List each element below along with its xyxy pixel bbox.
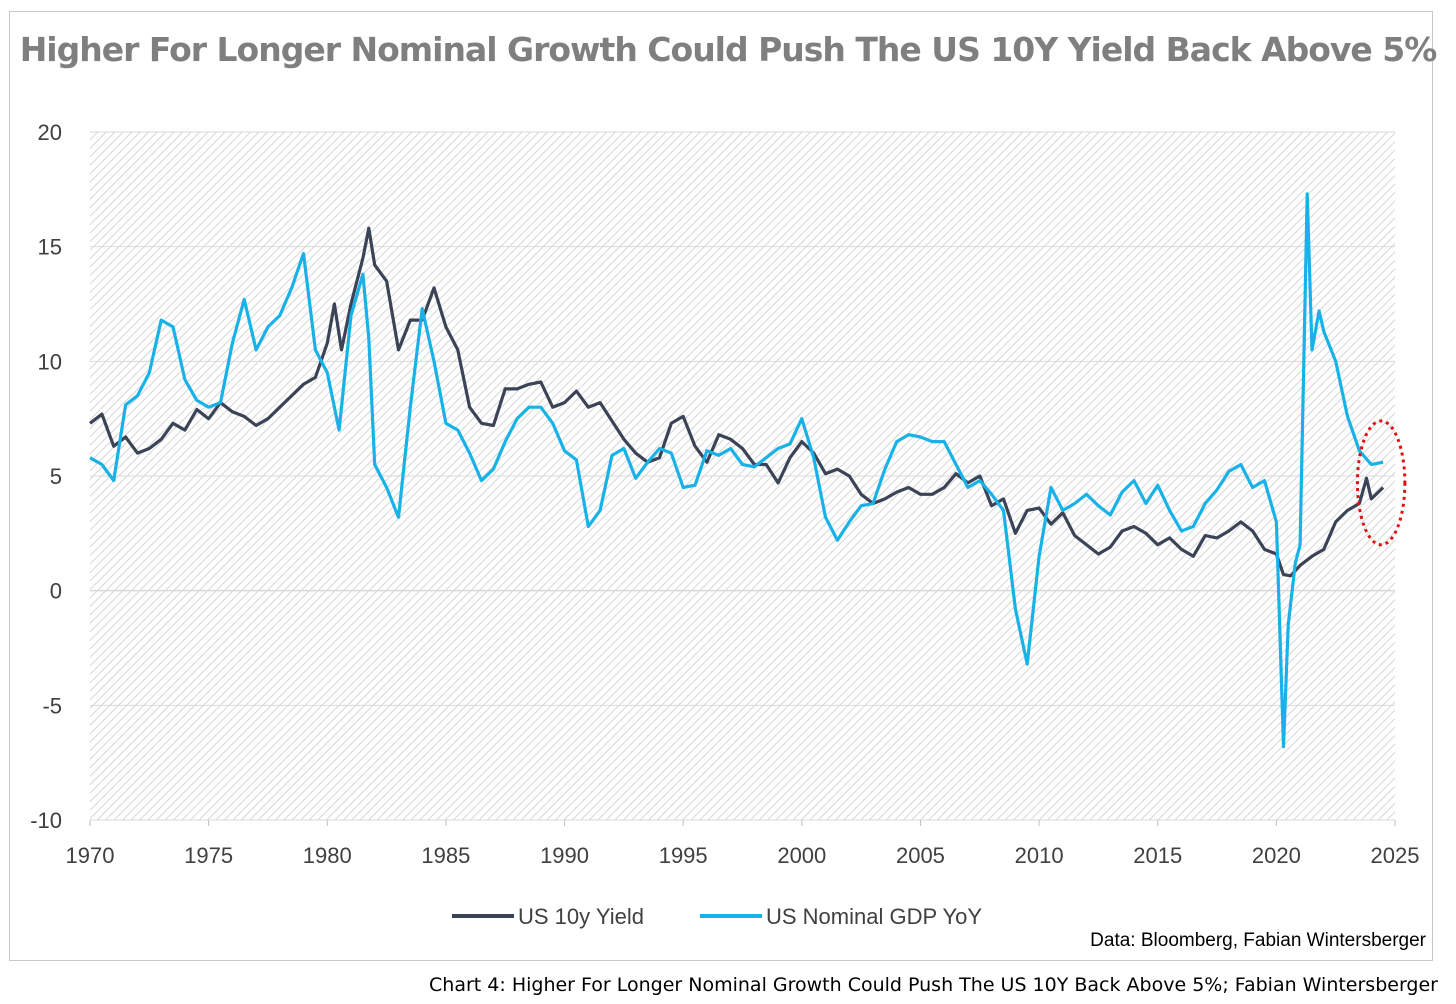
legend-label-gdp: US Nominal GDP YoY [766, 904, 982, 929]
x-tick-label: 2000 [777, 843, 826, 868]
y-tick-label: 0 [50, 579, 62, 604]
y-tick-label: -10 [30, 808, 62, 833]
x-axis: 1970 1975 1980 1985 1990 1995 2000 2005 2010 2015… [66, 820, 1420, 868]
x-tick-label: 1970 [66, 843, 115, 868]
y-tick-label: 15 [38, 235, 62, 260]
series-line-us-10y-yield [89, 226, 1385, 578]
x-tick-label: 2005 [896, 843, 945, 868]
x-tick-label: 1995 [659, 843, 708, 868]
x-tick-label: 1975 [184, 843, 233, 868]
series-line-us-nominal-gdp-yoy [89, 192, 1384, 749]
x-tick-label: 1985 [421, 843, 470, 868]
figure-caption: Chart 4: Higher For Longer Nominal Growt… [429, 974, 1438, 996]
highlight-circle [1355, 419, 1407, 547]
grid-lines [90, 131, 1395, 821]
chart-title: Higher For Longer Nominal Growth Could P… [19, 30, 1438, 69]
series-lines [89, 192, 1385, 749]
x-tick-label: 1980 [303, 843, 352, 868]
x-tick-label: 2020 [1252, 843, 1301, 868]
x-tick-label: 2015 [1133, 843, 1182, 868]
y-tick-label: 20 [38, 120, 62, 145]
y-axis: 20 15 10 5 0 -5 -10 [30, 120, 62, 833]
legend: US 10y Yield US Nominal GDP YoY [452, 904, 982, 929]
y-tick-label: -5 [42, 693, 62, 718]
x-tick-label: 2025 [1371, 843, 1420, 868]
y-tick-label: 10 [38, 349, 62, 374]
source-note: Data: Bloomberg, Fabian Wintersberger [1090, 930, 1426, 951]
x-tick-label: 2010 [1015, 843, 1064, 868]
x-tick-label: 1990 [540, 843, 589, 868]
annotations [1355, 419, 1407, 547]
legend-label-yield: US 10y Yield [518, 904, 644, 929]
y-tick-label: 5 [50, 464, 62, 489]
